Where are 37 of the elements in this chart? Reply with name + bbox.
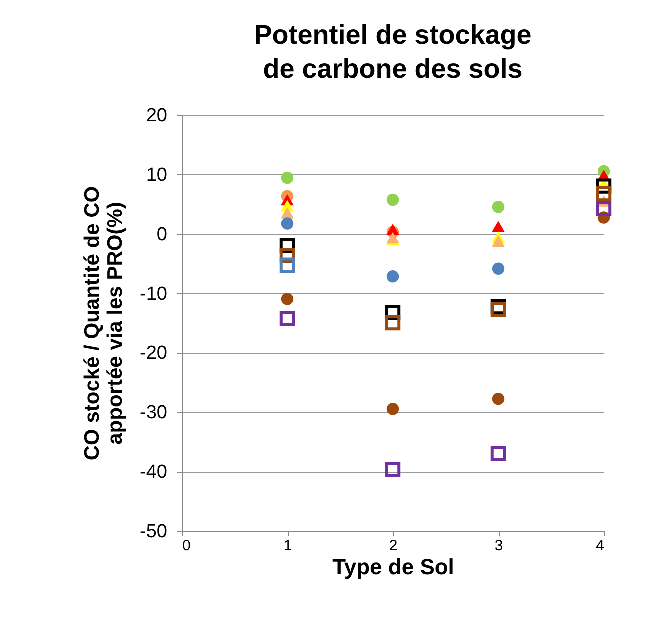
point [492, 236, 506, 248]
x-tick-label: 4 [596, 538, 604, 554]
y-tick-label: 10 [146, 164, 168, 186]
point [492, 221, 506, 232]
point [280, 207, 294, 219]
point [386, 270, 400, 283]
y-tick-label: -30 [140, 402, 168, 424]
point [385, 315, 401, 331]
point [386, 403, 400, 416]
point [596, 186, 612, 202]
point [281, 172, 294, 184]
point [492, 262, 505, 276]
point [386, 194, 400, 206]
x-tick-label: 0 [182, 538, 191, 554]
x-tick-label: 3 [494, 538, 504, 554]
point [281, 293, 294, 306]
y-tick-label: -40 [140, 462, 168, 484]
point [280, 258, 296, 273]
y-tick-label: -50 [140, 522, 168, 542]
y-tick-label: -20 [140, 343, 168, 364]
x-axis-title: Type de Sol [332, 554, 454, 580]
point [490, 446, 506, 462]
y-tick-label: -10 [140, 284, 168, 305]
y-tick-label: 20 [146, 106, 168, 126]
point [385, 462, 401, 478]
point [492, 392, 505, 406]
point [281, 218, 294, 230]
y-tick-label: 0 [156, 224, 168, 246]
point [490, 302, 506, 318]
x-tick-label: 1 [284, 538, 292, 554]
y-axis-title: CO stocké / Quantité de CO apportée via les PRO(%) [81, 186, 128, 461]
point [386, 224, 400, 236]
point [280, 311, 296, 326]
point [596, 201, 612, 217]
point [492, 201, 505, 214]
chart-title: Potentiel de stockage de carbone des sols [254, 20, 532, 84]
x-tick-label: 2 [389, 538, 398, 554]
